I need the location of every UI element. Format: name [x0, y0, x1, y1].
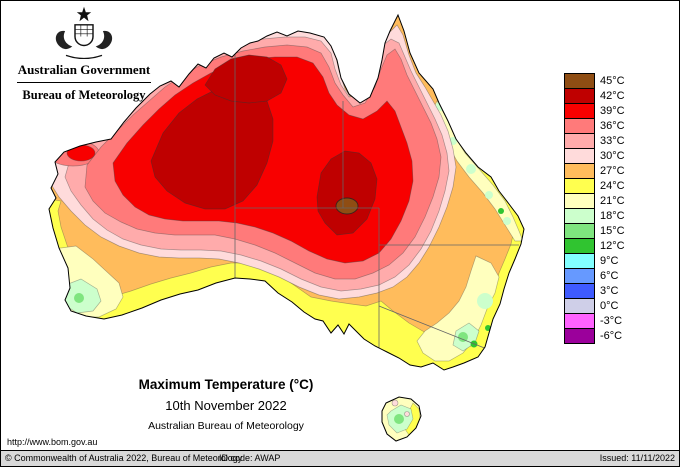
- legend-item: 21°C: [564, 193, 625, 209]
- legend-label: 39°C: [600, 105, 625, 117]
- coat-of-arms-icon: [55, 6, 113, 59]
- legend-item: 36°C: [564, 118, 625, 134]
- legend-swatch: [564, 73, 595, 89]
- legend-swatch: [564, 313, 595, 329]
- legend-swatch: [564, 193, 595, 209]
- tasmania-coastline: [381, 396, 422, 442]
- temp-region-15-se: [458, 332, 468, 342]
- legend-item: 24°C: [564, 178, 625, 194]
- temp-region-21-se: [416, 255, 500, 362]
- temp-region-42-east: [316, 150, 378, 236]
- legend-item: -3°C: [564, 313, 625, 329]
- temp-region-18-se2: [477, 293, 493, 309]
- legend-swatch: [564, 178, 595, 194]
- mainland-coastline: [48, 13, 525, 371]
- legend-label: 30°C: [600, 150, 625, 162]
- temp-region-30-tas1: [391, 399, 399, 407]
- legend-label: 27°C: [600, 165, 625, 177]
- legend-swatch: [564, 223, 595, 239]
- legend-swatch: [564, 208, 595, 224]
- bom-url: http://www.bom.gov.au: [7, 437, 98, 447]
- legend-swatch: [564, 133, 595, 149]
- legend-item: 6°C: [564, 268, 625, 284]
- footer-copyright: © Commonwealth of Australia 2022, Bureau…: [5, 453, 243, 463]
- map-titles: Maximum Temperature (°C) 10th November 2…: [71, 377, 381, 432]
- legend-swatch: [564, 328, 595, 344]
- legend-swatch: [564, 253, 595, 269]
- map-title: Maximum Temperature (°C): [138, 377, 314, 392]
- legend-item: 3°C: [564, 283, 625, 299]
- legend-label: 33°C: [600, 135, 625, 147]
- legend-label: -3°C: [600, 315, 623, 327]
- legend-label: 9°C: [600, 255, 619, 267]
- legend-item: 12°C: [564, 238, 625, 254]
- map-date: 10th November 2022: [165, 398, 287, 413]
- legend-swatch: [564, 283, 595, 299]
- temp-region-15-sw: [74, 293, 84, 303]
- legend-swatch: [564, 148, 595, 164]
- temp-region-42-west: [150, 84, 274, 210]
- legend-label: 42°C: [600, 90, 625, 102]
- legend-label: 21°C: [600, 195, 625, 207]
- legend-swatch: [564, 268, 595, 284]
- legend-label: 6°C: [600, 270, 619, 282]
- legend-item: 9°C: [564, 253, 625, 269]
- header: Australian Government Bureau of Meteorol…: [9, 5, 159, 103]
- legend-swatch: [564, 238, 595, 254]
- legend-swatch: [564, 118, 595, 134]
- legend-item: 39°C: [564, 103, 625, 119]
- legend-item: 30°C: [564, 148, 625, 164]
- legend-item: 27°C: [564, 163, 625, 179]
- government-title: Australian Government: [17, 62, 151, 77]
- legend-swatch: [564, 163, 595, 179]
- footer-id-code: ID code: AWAP: [219, 453, 281, 463]
- header-divider: [17, 82, 151, 83]
- footer-bar: © Commonwealth of Australia 2022, Bureau…: [1, 450, 679, 466]
- tasmania-temperature-layers: [382, 397, 421, 441]
- legend-item: 18°C: [564, 208, 625, 224]
- footer-issued: Issued: 11/11/2022: [599, 453, 675, 463]
- legend-swatch: [564, 103, 595, 119]
- map-org: Australian Bureau of Meteorology: [148, 420, 304, 432]
- legend-item: 15°C: [564, 223, 625, 239]
- legend-item: 0°C: [564, 298, 625, 314]
- legend-label: 12°C: [600, 240, 625, 252]
- temp-region-42-north: [204, 54, 288, 104]
- legend-swatch: [564, 298, 595, 314]
- legend-label: 15°C: [600, 225, 625, 237]
- state-borders: [234, 49, 519, 363]
- temp-region-15-tas: [394, 414, 404, 424]
- temp-region-12-qld: [498, 208, 504, 214]
- legend-label: -6°C: [600, 330, 623, 342]
- legend-item: 33°C: [564, 133, 625, 149]
- temp-region-45: [335, 197, 359, 215]
- legend-label: 18°C: [600, 210, 625, 222]
- legend: 45°C 42°C 39°C 36°C 33°C 30°C 27°C 24°C 21°C 18°C…: [564, 73, 625, 344]
- temp-region-18-qld5: [503, 217, 511, 225]
- temp-region-18-qld4: [485, 191, 493, 199]
- legend-label: 24°C: [600, 180, 625, 192]
- legend-swatch: [564, 88, 595, 104]
- legend-item: 45°C: [564, 73, 625, 89]
- legend-label: 0°C: [600, 300, 619, 312]
- temp-region-18-qld3: [466, 164, 476, 174]
- legend-label: 36°C: [600, 120, 625, 132]
- legend-item: -6°C: [564, 328, 625, 344]
- temp-region-39-nwcoast: [66, 144, 96, 162]
- legend-item: 42°C: [564, 88, 625, 104]
- legend-label: 45°C: [600, 75, 625, 87]
- legend-label: 3°C: [600, 285, 619, 297]
- bureau-title: Bureau of Meteorology: [22, 88, 146, 102]
- temp-region-30-tas2: [404, 411, 410, 417]
